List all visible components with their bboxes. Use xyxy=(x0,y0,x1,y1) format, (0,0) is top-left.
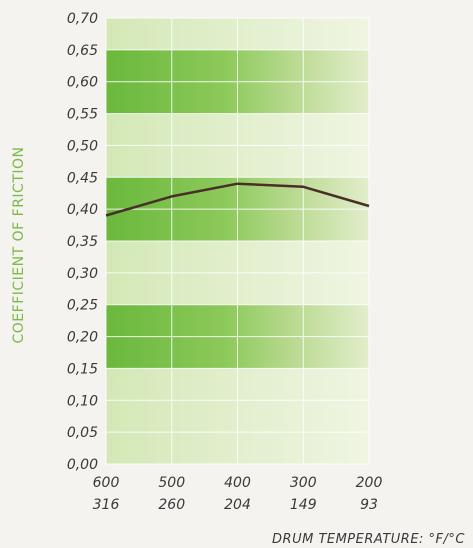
y-tick-label: 0,70 xyxy=(67,11,98,27)
x-tick-label-c: 149 xyxy=(290,497,317,513)
y-tick-label: 0,15 xyxy=(67,361,98,377)
y-tick-label: 0,65 xyxy=(67,43,98,59)
y-tick-label: 0,30 xyxy=(67,266,98,282)
y-axis-label: COEFFICIENT OF FRICTION xyxy=(11,147,27,344)
y-tick-label: 0,05 xyxy=(67,425,98,441)
y-tick-label: 0,25 xyxy=(67,298,98,314)
y-tick-label: 0,20 xyxy=(67,330,98,346)
x-axis-label: DRUM TEMPERATURE: °F/°C xyxy=(272,532,465,547)
y-tick-label: 0,10 xyxy=(67,393,98,409)
y-tick-label: 0,45 xyxy=(67,170,98,186)
x-tick-label-f: 300 xyxy=(290,475,317,491)
x-tick-label-f: 400 xyxy=(224,475,251,491)
x-tick-label-f: 600 xyxy=(93,475,120,491)
y-tick-label: 0,40 xyxy=(67,202,98,218)
y-tick-labels: 0,00 0,05 0,10 0,15 0,20 0,25 0,30 0,35 0,40 0,45… xyxy=(67,11,98,473)
x-tick-label-c: 316 xyxy=(93,497,120,513)
x-tick-label-c: 260 xyxy=(158,497,185,513)
y-tick-label: 0,60 xyxy=(67,75,98,91)
y-tick-label: 0,50 xyxy=(67,138,98,154)
y-tick-label: 0,35 xyxy=(67,234,98,250)
x-tick-label-c: 204 xyxy=(224,497,251,513)
friction-line xyxy=(105,182,370,217)
x-tick-label-c: 93 xyxy=(360,497,378,513)
y-tick-label: 0,00 xyxy=(67,457,98,473)
y-tick-label: 0,55 xyxy=(67,107,98,123)
x-tick-labels: 600 316 500 260 400 204 300 149 200 93 xyxy=(93,475,383,513)
x-tick-label-f: 200 xyxy=(356,475,383,491)
grid xyxy=(105,17,370,465)
x-tick-label-f: 500 xyxy=(158,475,185,491)
